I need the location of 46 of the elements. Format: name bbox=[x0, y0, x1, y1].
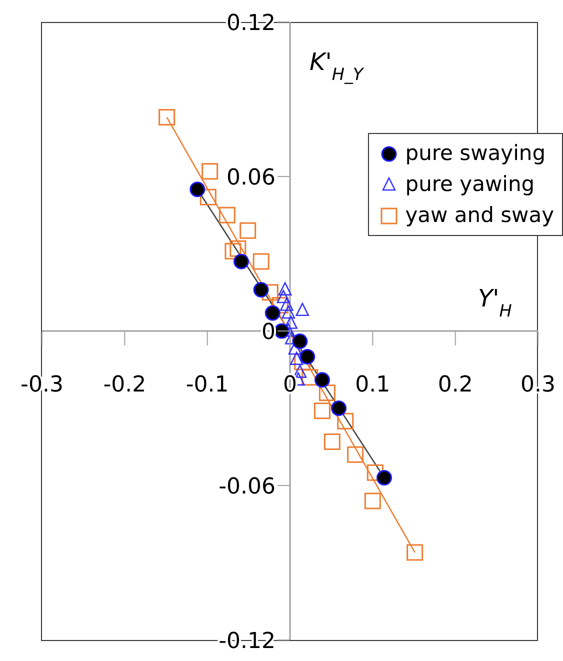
y-tick-label: 0.06 bbox=[226, 166, 276, 190]
point bbox=[264, 305, 280, 321]
point bbox=[318, 384, 336, 402]
point bbox=[202, 163, 218, 180]
point bbox=[284, 316, 298, 329]
point bbox=[233, 254, 249, 270]
point bbox=[302, 369, 318, 386]
point bbox=[252, 253, 270, 270]
point bbox=[190, 182, 206, 198]
point bbox=[347, 446, 364, 463]
point bbox=[314, 402, 330, 420]
point bbox=[200, 188, 216, 206]
x-tick-label: -0.1 bbox=[186, 372, 229, 398]
legend-label: yaw and sway bbox=[405, 202, 554, 229]
y-tick-label: 0 bbox=[262, 320, 276, 345]
point bbox=[366, 464, 384, 481]
point bbox=[376, 470, 392, 486]
point bbox=[296, 302, 310, 316]
point bbox=[240, 222, 256, 239]
legend-label: pure swaying bbox=[405, 140, 546, 167]
point bbox=[337, 412, 354, 430]
point bbox=[278, 282, 292, 296]
point bbox=[230, 240, 246, 257]
point bbox=[300, 349, 316, 364]
point bbox=[406, 544, 424, 561]
x-axis-title: Y'$_{H}$ bbox=[478, 284, 512, 320]
point bbox=[224, 242, 242, 260]
point bbox=[364, 492, 381, 510]
x-tick-label: 0.2 bbox=[438, 372, 473, 398]
y-axis-title: K'$_{H_Y}$ bbox=[310, 48, 365, 84]
point bbox=[314, 372, 330, 388]
point bbox=[290, 352, 304, 365]
legend-label: pure yawing bbox=[405, 171, 535, 198]
x-tick-label: -0.2 bbox=[103, 372, 146, 398]
point bbox=[324, 433, 340, 450]
x-tick-label: 0.1 bbox=[355, 372, 390, 398]
point bbox=[158, 109, 176, 126]
y-tick-label: -0.06 bbox=[218, 474, 276, 500]
point bbox=[276, 290, 290, 304]
point bbox=[292, 334, 308, 350]
point bbox=[331, 400, 347, 416]
point bbox=[218, 206, 236, 224]
point bbox=[262, 284, 278, 301]
x-tick-label: 0 bbox=[283, 372, 297, 398]
point bbox=[282, 305, 295, 319]
point bbox=[253, 282, 269, 298]
